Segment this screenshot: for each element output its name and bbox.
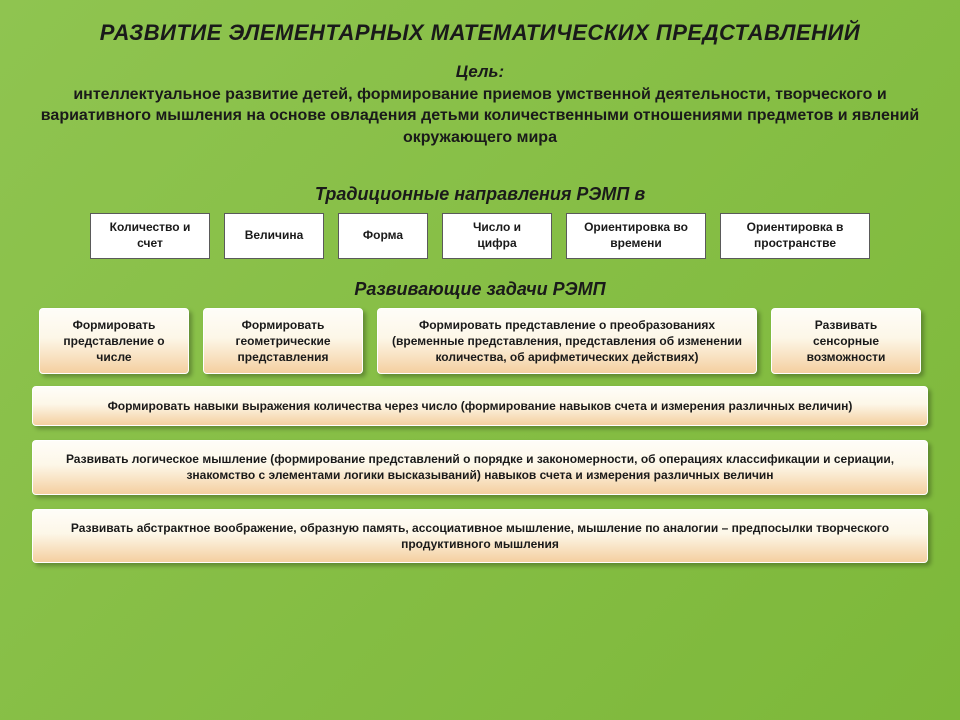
- direction-box: Ориентировка в пространстве: [720, 213, 870, 258]
- directions-heading: Традиционные направления РЭМП в: [20, 184, 940, 205]
- direction-box: Величина: [224, 213, 324, 258]
- goal-text: интеллектуальное развитие детей, формиро…: [36, 84, 924, 149]
- direction-box: Число и цифра: [442, 213, 552, 258]
- task-box-full: Развивать абстрактное воображение, образ…: [32, 509, 928, 563]
- directions-row: Количество и счет Величина Форма Число и…: [20, 213, 940, 258]
- task-box: Формировать представление о преобразован…: [377, 308, 757, 375]
- task-box: Развивать сенсорные возможности: [771, 308, 921, 375]
- page-title: РАЗВИТИЕ ЭЛЕМЕНТАРНЫХ МАТЕМАТИЧЕСКИХ ПРЕ…: [20, 18, 940, 48]
- goal-label: Цель:: [20, 62, 940, 82]
- task-box: Формировать представление о числе: [39, 308, 189, 375]
- task-box-full: Развивать логическое мышление (формирова…: [32, 440, 928, 494]
- task-box: Формировать геометрические представления: [203, 308, 363, 375]
- task-box-full: Формировать навыки выражения количества …: [32, 386, 928, 426]
- direction-box: Форма: [338, 213, 428, 258]
- direction-box: Ориентировка во времени: [566, 213, 706, 258]
- direction-box: Количество и счет: [90, 213, 210, 258]
- tasks-heading: Развивающие задачи РЭМП: [20, 279, 940, 300]
- tasks-row-1: Формировать представление о числе Формир…: [20, 308, 940, 375]
